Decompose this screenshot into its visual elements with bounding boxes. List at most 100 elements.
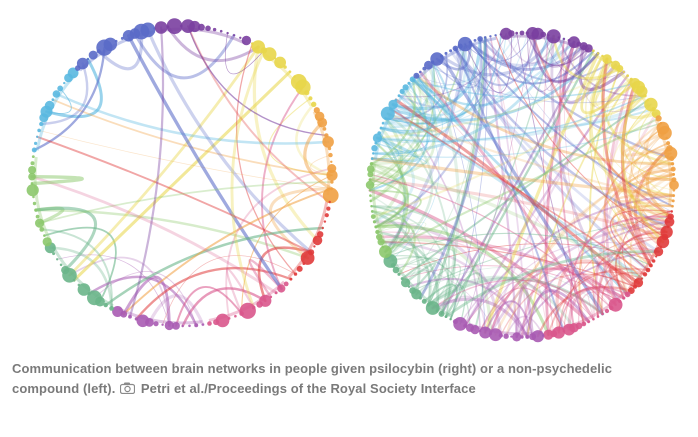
edge bbox=[453, 46, 650, 272]
network-node bbox=[274, 56, 286, 69]
network-node bbox=[655, 255, 658, 258]
edge bbox=[376, 67, 621, 139]
edge bbox=[592, 251, 657, 318]
edge bbox=[390, 86, 440, 262]
edge bbox=[371, 210, 416, 276]
edge bbox=[531, 32, 672, 218]
network-node bbox=[602, 54, 612, 64]
edge bbox=[578, 44, 626, 91]
edge bbox=[526, 32, 575, 92]
network-node bbox=[289, 277, 293, 281]
edge bbox=[369, 162, 644, 281]
edge bbox=[379, 74, 437, 134]
edge bbox=[505, 33, 560, 64]
edge bbox=[377, 222, 427, 252]
network-node bbox=[128, 314, 132, 319]
network-node bbox=[239, 311, 244, 316]
edge bbox=[369, 163, 404, 186]
network-node bbox=[643, 94, 647, 98]
edge bbox=[569, 43, 599, 84]
network-node bbox=[36, 135, 39, 138]
edge bbox=[483, 51, 600, 335]
network-node bbox=[642, 272, 648, 277]
edge bbox=[38, 181, 333, 224]
edge bbox=[464, 194, 675, 327]
edge bbox=[384, 95, 411, 121]
network-node bbox=[154, 21, 168, 34]
edge bbox=[93, 271, 197, 326]
edge bbox=[374, 223, 410, 253]
network-node bbox=[30, 182, 34, 185]
network-node bbox=[394, 98, 398, 102]
edge bbox=[412, 216, 672, 292]
edge bbox=[372, 91, 431, 155]
edge bbox=[563, 236, 666, 332]
edge bbox=[625, 82, 674, 202]
edge bbox=[627, 89, 658, 120]
edge bbox=[408, 32, 518, 87]
edge bbox=[377, 235, 626, 300]
network-node bbox=[370, 214, 376, 220]
network-node bbox=[232, 34, 236, 37]
network-node bbox=[473, 39, 477, 42]
edge bbox=[444, 49, 595, 318]
edge bbox=[404, 262, 436, 292]
edge bbox=[431, 297, 529, 339]
edge bbox=[606, 94, 675, 197]
edge bbox=[395, 248, 457, 309]
edge bbox=[432, 38, 483, 89]
network-node bbox=[52, 90, 61, 98]
network-node bbox=[531, 27, 544, 40]
network-node bbox=[489, 35, 492, 38]
edge bbox=[380, 241, 636, 288]
edge bbox=[415, 74, 674, 166]
network-node bbox=[444, 315, 448, 318]
network-node bbox=[201, 323, 205, 326]
network-node bbox=[324, 213, 329, 218]
network-node bbox=[322, 187, 339, 204]
edge bbox=[386, 112, 434, 258]
edge bbox=[536, 286, 633, 338]
edge bbox=[389, 256, 451, 318]
edge bbox=[386, 112, 675, 203]
network-node bbox=[56, 258, 59, 261]
edge bbox=[369, 43, 466, 186]
edge bbox=[432, 279, 604, 315]
edge bbox=[552, 35, 621, 80]
network-node bbox=[226, 31, 229, 35]
network-node bbox=[372, 133, 382, 143]
edge bbox=[515, 220, 671, 338]
network-node bbox=[546, 29, 561, 44]
network-node bbox=[672, 173, 675, 176]
network-node bbox=[672, 189, 676, 192]
edge bbox=[468, 40, 586, 71]
network-node bbox=[407, 81, 411, 85]
edge bbox=[440, 47, 590, 315]
edge bbox=[427, 36, 487, 307]
edge bbox=[166, 25, 260, 63]
edge bbox=[381, 42, 468, 126]
edges bbox=[30, 25, 334, 328]
edge bbox=[562, 38, 594, 320]
edge bbox=[611, 204, 674, 267]
network-node bbox=[166, 18, 183, 35]
edge bbox=[369, 173, 612, 309]
network-node bbox=[367, 165, 375, 173]
network-node bbox=[376, 233, 383, 241]
network-node bbox=[430, 52, 444, 66]
network-node bbox=[296, 265, 303, 272]
edge bbox=[373, 136, 415, 224]
edge bbox=[435, 40, 472, 71]
edge bbox=[494, 152, 672, 336]
edge bbox=[450, 37, 488, 320]
network-node bbox=[241, 35, 252, 46]
edge bbox=[387, 232, 652, 267]
edge bbox=[436, 295, 487, 334]
edge bbox=[589, 60, 633, 107]
edge bbox=[618, 200, 674, 218]
edge bbox=[489, 74, 629, 335]
edge bbox=[531, 32, 600, 84]
edge bbox=[544, 34, 580, 92]
network-node bbox=[31, 155, 35, 159]
edge bbox=[268, 187, 334, 260]
